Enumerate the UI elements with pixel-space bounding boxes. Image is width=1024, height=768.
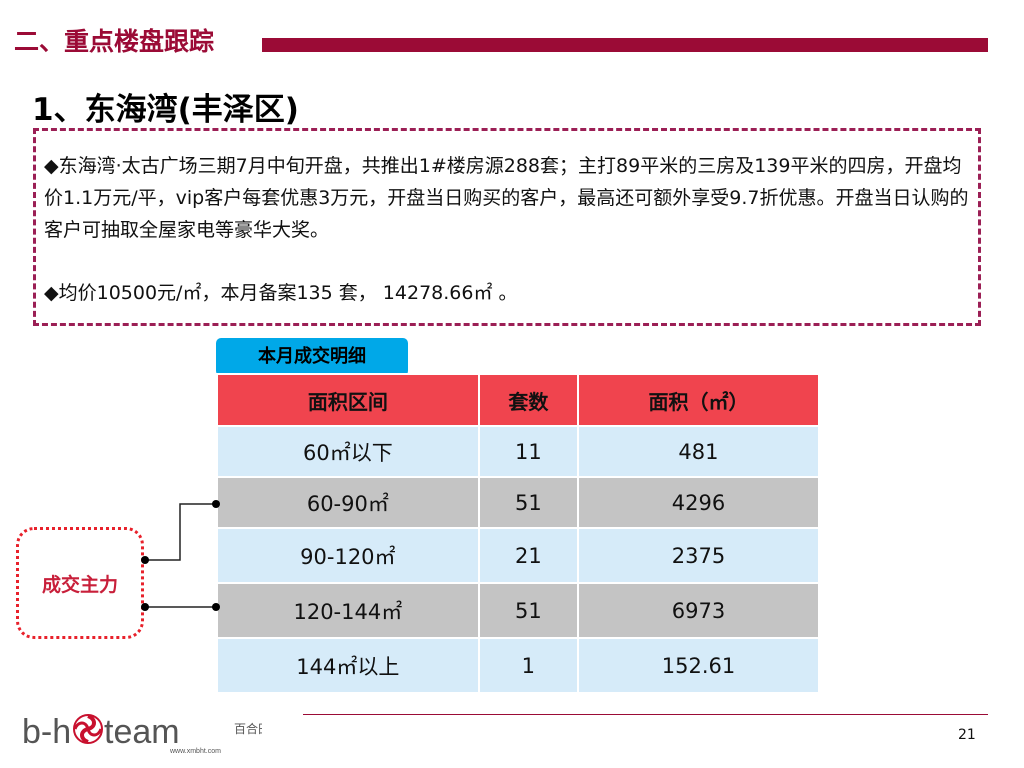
- area-range-cell: 90-120㎡: [216, 527, 480, 584]
- area-range-cell: 144㎡以上: [216, 637, 480, 694]
- area-cell: 2375: [576, 527, 821, 584]
- unit-count-cell: 1: [477, 637, 579, 694]
- section-title: 二、重点楼盘跟踪: [14, 27, 215, 56]
- table-row: 60㎡以下 11 481: [216, 425, 821, 478]
- project-title: 1、东海湾(丰泽区): [32, 92, 299, 128]
- table-header-row: 面积区间 套数 面积（㎡）: [216, 373, 821, 427]
- main-force-label: 成交主力: [41, 573, 118, 596]
- area-cell: 4296: [576, 476, 821, 529]
- opening-description: ◆东海湾·太古广场三期7月中旬开盘，共推出1#楼房源288套；主打89平米的三房…: [44, 155, 969, 241]
- svg-text:team: team: [104, 713, 180, 751]
- table-title: 本月成交明细: [216, 338, 408, 376]
- main-force-callout: 成交主力: [16, 527, 144, 639]
- column-header-area-range: 面积区间: [216, 373, 480, 427]
- area-cell: 6973: [576, 582, 821, 639]
- footer-divider: [303, 714, 988, 715]
- info-box: [33, 128, 981, 326]
- transaction-detail-table: 面积区间 套数 面积（㎡） 60㎡以下 11 481 60-90㎡ 51 429…: [216, 373, 821, 694]
- unit-count-cell: 51: [477, 582, 579, 639]
- unit-count-cell: 51: [477, 476, 579, 529]
- area-range-cell: 120-144㎡: [216, 582, 480, 639]
- area-range-cell: 60㎡以下: [216, 425, 480, 478]
- table-row: 90-120㎡ 21 2375: [216, 527, 821, 584]
- table-row: 144㎡以上 1 152.61: [216, 637, 821, 694]
- section-title-bar: [262, 38, 988, 52]
- table-row: 60-90㎡ 51 4296: [216, 476, 821, 529]
- svg-text:百合田: 百合田: [234, 721, 262, 736]
- unit-count-cell: 21: [477, 527, 579, 584]
- svg-text:www.xmbht.com: www.xmbht.com: [169, 748, 221, 755]
- company-logo: b-h team www.xmbht.com 百合田: [22, 713, 262, 755]
- area-cell: 481: [576, 425, 821, 478]
- column-header-unit-count: 套数: [477, 373, 579, 427]
- area-range-cell: 60-90㎡: [216, 476, 480, 529]
- unit-count-cell: 11: [477, 425, 579, 478]
- table-row: 120-144㎡ 51 6973: [216, 582, 821, 639]
- page-number: 21: [958, 727, 976, 743]
- svg-text:b-h: b-h: [22, 713, 71, 751]
- price-filing-summary: ◆均价10500元/㎡，本月备案135 套， 14278.66㎡ 。: [44, 282, 518, 304]
- column-header-area: 面积（㎡）: [576, 373, 821, 427]
- area-cell: 152.61: [576, 637, 821, 694]
